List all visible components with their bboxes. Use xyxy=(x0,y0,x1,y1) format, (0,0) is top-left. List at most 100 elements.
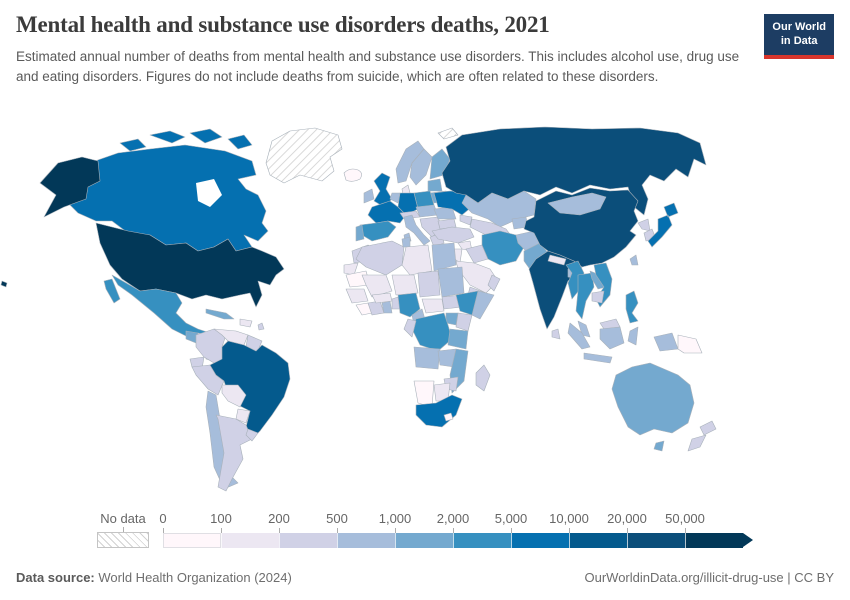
no-data-swatch[interactable] xyxy=(97,532,149,548)
country-france[interactable] xyxy=(367,200,407,224)
legend-tick xyxy=(685,528,686,533)
legend-tick-label: 5,000 xyxy=(494,511,528,526)
country-argentina[interactable] xyxy=(215,414,253,492)
country-central-african-republic[interactable] xyxy=(421,298,445,314)
country-malaysia[interactable] xyxy=(577,320,591,338)
country-taiwan[interactable] xyxy=(629,254,639,266)
chart-header: Mental health and substance use disorder… xyxy=(16,12,834,88)
country-egypt[interactable] xyxy=(431,242,457,272)
country-niger[interactable] xyxy=(391,274,419,296)
country-kenya[interactable] xyxy=(455,312,473,332)
country-greenland[interactable] xyxy=(265,127,343,184)
data-source: Data source: World Health Organization (… xyxy=(16,570,292,585)
legend-bin[interactable] xyxy=(395,533,453,548)
legend-tick xyxy=(511,528,512,533)
country-ghana[interactable] xyxy=(381,300,393,314)
country-spain[interactable] xyxy=(359,220,397,242)
country-indonesia-sulawesi[interactable] xyxy=(627,326,639,346)
country-paraguay[interactable] xyxy=(235,408,251,424)
country-indonesia-java[interactable] xyxy=(583,352,613,364)
country-caribbean[interactable] xyxy=(257,322,265,331)
legend-tick-label: 0 xyxy=(159,511,167,526)
hudson-bay xyxy=(196,179,222,207)
data-source-value: World Health Organization (2024) xyxy=(94,570,292,585)
chart-subtitle: Estimated annual number of deaths from m… xyxy=(16,49,740,85)
country-turkey[interactable] xyxy=(431,226,475,244)
country-chad[interactable] xyxy=(417,270,441,298)
country-dr-congo[interactable] xyxy=(411,312,453,352)
country-libya[interactable] xyxy=(401,244,433,276)
country-tunisia[interactable] xyxy=(401,236,411,248)
country-caucasus[interactable] xyxy=(459,214,473,226)
country-alaska[interactable] xyxy=(39,156,101,218)
country-mongolia[interactable] xyxy=(547,192,607,216)
country-north-korea[interactable] xyxy=(637,218,651,232)
country-cuba[interactable] xyxy=(205,308,235,320)
country-indonesia-papua[interactable] xyxy=(653,332,679,352)
country-sri-lanka[interactable] xyxy=(551,328,561,340)
legend-bin[interactable] xyxy=(337,533,395,548)
country-sweden[interactable] xyxy=(409,148,433,186)
legend-tick xyxy=(221,528,222,533)
country-svalbard[interactable] xyxy=(437,127,459,140)
legend-arrow xyxy=(743,533,753,547)
legend-tick-label: 10,000 xyxy=(549,511,589,526)
country-japan[interactable] xyxy=(647,202,679,248)
country-sudan[interactable] xyxy=(437,266,465,298)
page-title: Mental health and substance use disorder… xyxy=(16,12,550,37)
country-papua-new-guinea[interactable] xyxy=(677,334,703,354)
country-indonesia-sumatra[interactable] xyxy=(567,322,591,350)
country-madagascar[interactable] xyxy=(475,364,491,392)
country-namibia[interactable] xyxy=(413,380,435,408)
owid-logo[interactable]: Our World in Data xyxy=(764,14,834,59)
country-cambodia[interactable] xyxy=(591,290,605,304)
legend-bin[interactable] xyxy=(627,533,685,548)
country-uganda[interactable] xyxy=(445,312,459,326)
legend-tick xyxy=(453,528,454,533)
legend-bin[interactable] xyxy=(221,533,279,548)
legend-bin[interactable] xyxy=(453,533,511,548)
country-new-zealand[interactable] xyxy=(687,420,717,452)
legend-bin[interactable] xyxy=(511,533,569,548)
country-iceland[interactable] xyxy=(343,168,362,182)
legend-bin[interactable] xyxy=(163,533,221,548)
country-iran[interactable] xyxy=(481,230,525,266)
country-canada-islands[interactable] xyxy=(119,128,253,152)
country-congo-gabon[interactable] xyxy=(403,318,417,338)
country-hawaii[interactable] xyxy=(0,280,8,288)
country-philippines[interactable] xyxy=(625,290,639,324)
country-bulgaria[interactable] xyxy=(437,218,457,230)
country-indonesia-kalimantan[interactable] xyxy=(599,326,625,350)
legend-tick xyxy=(569,528,570,533)
country-baltics[interactable] xyxy=(427,178,443,192)
country-benelux[interactable] xyxy=(389,192,401,204)
legend-bin[interactable] xyxy=(569,533,627,548)
country-portugal[interactable] xyxy=(355,224,365,242)
country-burkina-faso[interactable] xyxy=(371,292,393,304)
country-oman[interactable] xyxy=(487,274,501,292)
country-mexico-baja[interactable] xyxy=(103,278,121,304)
country-ireland[interactable] xyxy=(363,188,375,204)
legend-tick-label: 50,000 xyxy=(665,511,705,526)
country-china[interactable] xyxy=(523,187,639,268)
country-nepal[interactable] xyxy=(547,254,567,266)
country-algeria[interactable] xyxy=(355,240,405,276)
country-australia[interactable] xyxy=(611,362,695,436)
country-angola[interactable] xyxy=(413,346,441,370)
country-lesotho[interactable] xyxy=(443,412,454,422)
country-tasmania[interactable] xyxy=(653,440,665,452)
country-uruguay[interactable] xyxy=(245,428,259,442)
legend-bin[interactable] xyxy=(685,533,743,548)
legend-tick-label: 500 xyxy=(326,511,348,526)
country-hispaniola[interactable] xyxy=(239,318,253,328)
country-mexico[interactable] xyxy=(111,274,211,340)
country-bolivia[interactable] xyxy=(221,384,247,408)
legend-bin[interactable] xyxy=(279,533,337,548)
country-thailand[interactable] xyxy=(575,272,595,320)
country-tanzania[interactable] xyxy=(447,328,469,350)
no-data-tick xyxy=(122,527,124,532)
credit-link[interactable]: OurWorldinData.org/illicit-drug-use | CC… xyxy=(584,570,835,585)
country-somalia[interactable] xyxy=(471,290,495,320)
country-senegal-guinea[interactable] xyxy=(345,288,369,304)
